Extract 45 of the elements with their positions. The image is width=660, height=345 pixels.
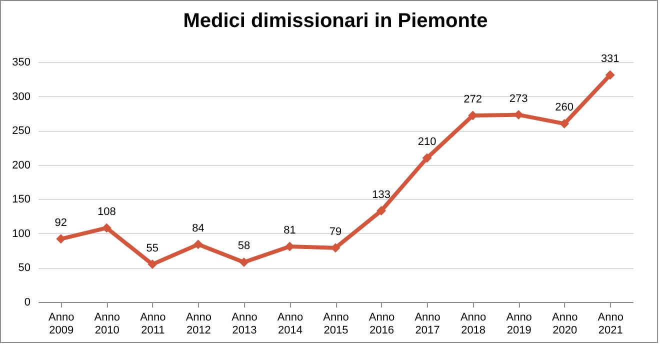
- x-tick-label: Anno 2014: [277, 312, 304, 336]
- data-label: 58: [238, 240, 250, 252]
- data-label: 260: [555, 102, 574, 114]
- x-tick-label: Anno 2009: [48, 312, 74, 336]
- data-label: 108: [97, 206, 116, 218]
- x-tick-label: Anno 2012: [186, 312, 212, 336]
- x-tick-label: Anno 2019: [506, 312, 532, 336]
- point: [56, 234, 66, 244]
- data-label: 272: [464, 93, 482, 106]
- data-label: 55: [146, 242, 159, 254]
- x-tick-label: Anno 2018: [460, 312, 486, 336]
- point: [148, 260, 158, 270]
- x-tick-label: Anno 2020: [552, 312, 578, 336]
- y-tick-label: 100: [12, 228, 30, 240]
- data-label: 79: [329, 226, 342, 238]
- point: [284, 242, 294, 252]
- y-tick-label: 350: [12, 56, 30, 68]
- point: [102, 223, 112, 233]
- point: [422, 153, 432, 163]
- y-tick-label: 200: [12, 159, 30, 172]
- y-tick-label: 300: [12, 90, 30, 103]
- x-tick-label: Anno 2021: [598, 312, 624, 336]
- data-label: 331: [600, 53, 620, 66]
- data-label: 84: [192, 222, 204, 234]
- y-tick-label: 0: [24, 296, 30, 308]
- point: [560, 118, 570, 128]
- data-label: 210: [418, 136, 436, 148]
- point: [376, 206, 386, 216]
- x-tick-label: Anno 2015: [323, 312, 349, 336]
- y-tick-label: 250: [12, 125, 30, 138]
- x-tick-label: Anno 2013: [232, 312, 258, 336]
- point: [239, 257, 249, 267]
- point: [605, 70, 615, 80]
- data-label: 92: [54, 216, 68, 229]
- data-label: 273: [509, 92, 528, 105]
- x-tick-label: Anno 2010: [94, 312, 120, 336]
- x-tick-label: Anno 2016: [368, 312, 395, 336]
- data-label: 81: [284, 224, 296, 236]
- point: [193, 240, 203, 250]
- x-tick-label: Anno 2011: [140, 312, 166, 336]
- data-label: 133: [372, 188, 390, 201]
- y-tick-label: 150: [12, 194, 30, 206]
- x-tick-label: Anno 2017: [414, 312, 440, 336]
- chart-title: Medici dimissionari in Piemonte: [183, 10, 488, 32]
- y-tick-label: 50: [18, 262, 30, 274]
